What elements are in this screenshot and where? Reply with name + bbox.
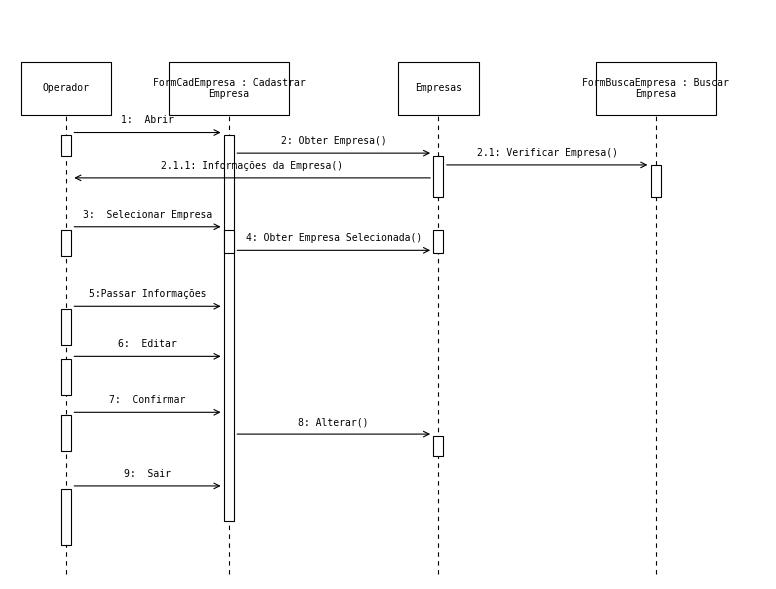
Bar [223,135,234,521]
Bar [61,489,71,545]
Bar [433,230,444,253]
Text: 4: Obter Empresa Selecionada(): 4: Obter Empresa Selecionada() [245,233,422,243]
Bar [433,436,444,456]
Text: 5:Passar Informações: 5:Passar Informações [88,289,206,299]
Text: 9:  Sair: 9: Sair [124,469,171,479]
Bar [223,230,234,253]
Bar [595,62,715,115]
Bar [61,415,71,451]
Text: 2: Obter Empresa(): 2: Obter Empresa() [281,136,386,146]
Bar [397,62,479,115]
Text: 1:  Abrir: 1: Abrir [121,115,174,125]
Text: FormCadEmpresa : Cadastrar
Empresa: FormCadEmpresa : Cadastrar Empresa [153,78,305,99]
Text: 6:  Editar: 6: Editar [118,339,177,349]
Text: 2.1.1: Informações da Empresa(): 2.1.1: Informações da Empresa() [161,161,343,171]
Bar [61,309,71,345]
Bar [61,135,71,156]
Text: 3:  Selecionar Empresa: 3: Selecionar Empresa [83,210,212,220]
Bar [22,62,111,115]
Bar [433,156,444,197]
Bar [650,165,661,197]
Bar [61,359,71,395]
Text: 8: Alterar(): 8: Alterar() [299,417,369,427]
Text: 2.1: Verificar Empresa(): 2.1: Verificar Empresa() [476,148,618,158]
Text: 7:  Confirmar: 7: Confirmar [109,395,185,405]
Text: Empresas: Empresas [415,84,462,93]
Text: FormBuscaEmpresa : Buscar
Empresa: FormBuscaEmpresa : Buscar Empresa [582,78,729,99]
Text: Operador: Operador [43,84,89,93]
Bar [61,230,71,256]
Bar [168,62,289,115]
